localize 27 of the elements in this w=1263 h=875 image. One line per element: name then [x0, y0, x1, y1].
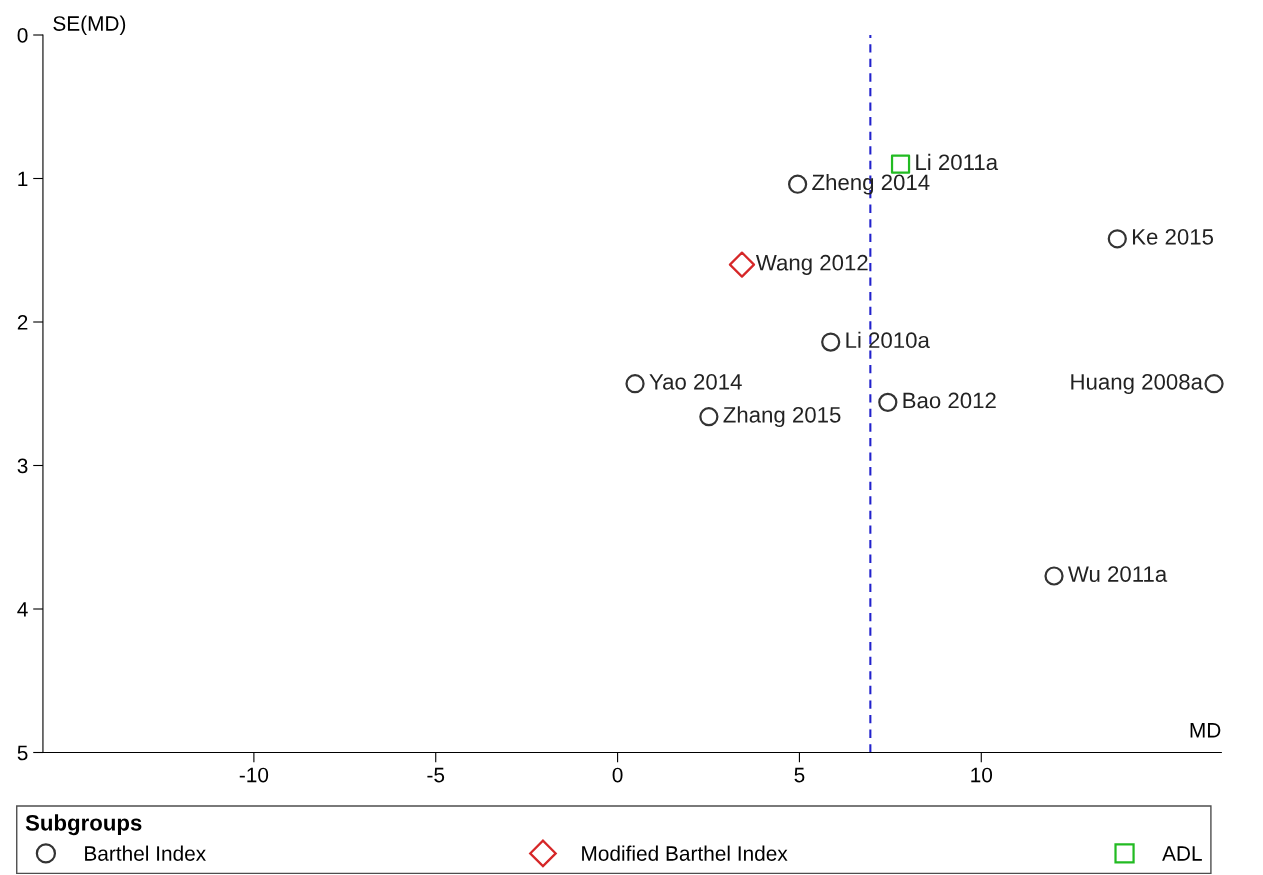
- y-axis-title: SE(MD): [53, 15, 126, 35]
- x-tick-label: -10: [239, 767, 269, 783]
- annotation: Li 2010a: [846, 331, 930, 349]
- y-tick-label: 4: [17, 602, 28, 617]
- annotation: Li 2011a: [916, 153, 999, 171]
- x-tick-label: 10: [971, 767, 993, 783]
- legend-label: Barthel Index: [85, 845, 206, 861]
- annotation: Wang 2012: [755, 254, 868, 275]
- y-tick-label: 2: [17, 315, 28, 330]
- annotation: Yao 2014: [649, 373, 742, 390]
- y-tick-label: 0: [17, 28, 28, 43]
- x-tick-label: 5: [794, 767, 805, 783]
- annotation: Zhang 2015: [723, 406, 841, 428]
- y-tick-label: 3: [17, 458, 28, 474]
- y-tick-label: 1: [18, 171, 28, 187]
- legend-label: Modified Barthel Index: [582, 845, 788, 861]
- legend-label: ADL: [1162, 846, 1202, 861]
- x-axis-title: MD: [1190, 723, 1221, 738]
- legend-title: Subgroups: [25, 814, 142, 836]
- annotation: Ke 2015: [1133, 229, 1214, 245]
- annotation: Zheng 2014: [812, 173, 930, 195]
- annotation: Huang 2008a: [1071, 373, 1203, 395]
- y-tick-label: 5: [17, 745, 28, 761]
- annotation: Wu 2011a: [1068, 566, 1168, 582]
- annotation: Bao 2012: [903, 392, 996, 409]
- x-tick-label: -5: [427, 767, 445, 783]
- x-tick-label: 0: [612, 767, 623, 783]
